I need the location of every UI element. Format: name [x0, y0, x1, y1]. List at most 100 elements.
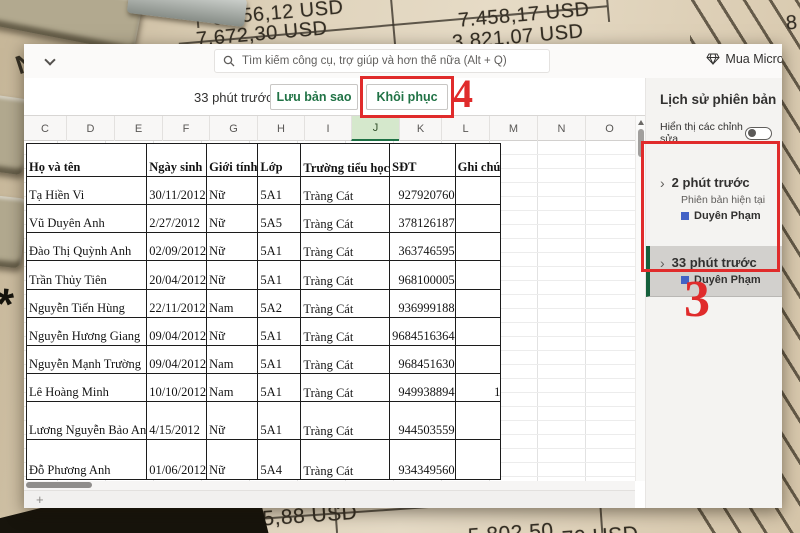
column-header-I[interactable]: I — [304, 116, 351, 141]
table-cell[interactable] — [454, 345, 502, 374]
table-cell[interactable]: Nữ — [206, 260, 259, 290]
table-cell[interactable]: 5A4 — [257, 439, 302, 480]
table-header-cell[interactable]: Ghi chú — [454, 143, 502, 177]
table-cell[interactable]: 5A1 — [257, 401, 302, 440]
chevron-right-icon[interactable]: › — [660, 174, 665, 191]
table-cell[interactable]: 5A1 — [257, 260, 302, 290]
table-cell[interactable] — [454, 260, 502, 290]
table-cell[interactable]: Nam — [206, 345, 259, 374]
table-cell[interactable]: 2/27/2012 — [146, 204, 208, 233]
table-cell[interactable]: Nam — [206, 289, 259, 318]
table-header-cell[interactable]: SĐT — [389, 143, 456, 177]
show-edits-toggle[interactable] — [745, 126, 772, 140]
table-cell[interactable]: Nữ — [206, 232, 259, 261]
table-cell[interactable]: Nữ — [206, 176, 259, 205]
add-sheet-button[interactable]: + — [36, 492, 44, 507]
column-header-H[interactable]: H — [257, 116, 304, 141]
table-cell[interactable]: 378126187 — [389, 204, 456, 233]
vertical-scroll-thumb[interactable] — [638, 129, 644, 157]
table-cell[interactable]: 1 — [454, 373, 502, 402]
table-cell[interactable]: Đào Thị Quỳnh Anh — [25, 232, 148, 261]
table-cell[interactable]: 09/04/2012 — [146, 345, 208, 374]
table-cell[interactable]: 22/11/2012 — [146, 289, 208, 318]
table-cell[interactable]: 09/04/2012 — [146, 317, 208, 346]
chevron-down-icon[interactable] — [46, 56, 54, 64]
table-cell[interactable]: Tràng Cát — [300, 401, 391, 440]
table-cell[interactable]: Nữ — [206, 317, 259, 346]
table-cell[interactable]: Tràng Cát — [300, 260, 391, 290]
table-cell[interactable]: Lê Hoàng Minh — [25, 373, 148, 402]
table-cell[interactable]: 949938894 — [389, 373, 456, 402]
column-header-G[interactable]: G — [209, 116, 257, 141]
table-header-cell[interactable]: Giới tính — [206, 143, 259, 177]
table-cell[interactable]: 363746595 — [389, 232, 456, 261]
column-header-O[interactable]: O — [585, 116, 633, 141]
table-cell[interactable]: Nguyễn Hương Giang — [25, 317, 148, 346]
table-cell[interactable]: 02/09/2012 — [146, 232, 208, 261]
table-cell[interactable]: 5A1 — [257, 345, 302, 374]
version-entry[interactable]: › 33 phút trước Duyên Phạm — [646, 246, 782, 297]
scroll-up-icon[interactable] — [638, 120, 644, 125]
column-header-C[interactable]: C — [41, 122, 49, 135]
save-copy-button[interactable]: Lưu bản sao — [270, 84, 358, 110]
table-header-cell[interactable]: Họ và tên — [25, 143, 148, 177]
table-cell[interactable] — [454, 317, 502, 346]
table-cell[interactable] — [454, 289, 502, 318]
column-header-F[interactable]: F — [162, 116, 209, 141]
horizontal-scroll-thumb[interactable] — [26, 482, 92, 488]
column-header-N[interactable]: N — [537, 116, 585, 141]
table-cell[interactable]: Tràng Cát — [300, 204, 391, 233]
table-header-cell[interactable]: Lớp — [257, 143, 302, 177]
table-cell[interactable] — [454, 176, 502, 205]
table-cell[interactable]: Tạ Hiền Vi — [25, 176, 148, 205]
table-cell[interactable]: Nam — [206, 373, 259, 402]
table-cell[interactable] — [454, 232, 502, 261]
restore-button[interactable]: Khôi phục — [366, 84, 448, 110]
table-cell[interactable]: 5A1 — [257, 176, 302, 205]
table-cell[interactable]: Tràng Cát — [300, 345, 391, 374]
column-header-D[interactable]: D — [66, 116, 114, 141]
table-cell[interactable]: Vũ Duyên Anh — [25, 204, 148, 233]
chevron-right-icon[interactable]: › — [660, 254, 665, 271]
column-header-J[interactable]: J — [351, 116, 399, 141]
table-cell[interactable] — [454, 439, 502, 480]
table-cell[interactable]: Nguyễn Mạnh Trường — [25, 345, 148, 374]
column-header-E[interactable]: E — [114, 116, 162, 141]
vertical-scrollbar[interactable] — [635, 116, 645, 481]
table-header-cell[interactable]: Trường tiểu học — [300, 143, 391, 177]
table-cell[interactable]: 9684516364 — [389, 317, 456, 346]
table-cell[interactable]: 01/06/2012 — [146, 439, 208, 480]
table-cell[interactable]: 5A5 — [257, 204, 302, 233]
table-cell[interactable]: 30/11/2012 — [146, 176, 208, 205]
table-cell[interactable]: 927920760 — [389, 176, 456, 205]
table-cell[interactable]: 968451630 — [389, 345, 456, 374]
table-cell[interactable]: Tràng Cát — [300, 373, 391, 402]
search-input[interactable] — [242, 55, 532, 67]
table-cell[interactable]: Đỗ Phương Anh — [25, 439, 148, 480]
table-cell[interactable]: 5A1 — [257, 317, 302, 346]
table-cell[interactable]: Nữ — [206, 401, 259, 440]
column-header-M[interactable]: M — [489, 116, 537, 141]
table-cell[interactable]: 10/10/2012 — [146, 373, 208, 402]
table-cell[interactable]: 944503559 — [389, 401, 456, 440]
table-cell[interactable]: Lương Nguyễn Bảo An — [25, 401, 148, 440]
table-cell[interactable]: 934349560 — [389, 439, 456, 480]
table-cell[interactable]: Nguyễn Tiến Hùng — [25, 289, 148, 318]
column-header-L[interactable]: L — [441, 116, 489, 141]
table-cell[interactable]: Tràng Cát — [300, 176, 391, 205]
table-cell[interactable]: Tràng Cát — [300, 232, 391, 261]
table-cell[interactable]: 968100005 — [389, 260, 456, 290]
table-cell[interactable]: Tràng Cát — [300, 317, 391, 346]
table-cell[interactable]: Tràng Cát — [300, 289, 391, 318]
table-cell[interactable]: 936999188 — [389, 289, 456, 318]
table-header-cell[interactable]: Ngày sinh — [146, 143, 208, 177]
table-cell[interactable]: 5A1 — [257, 373, 302, 402]
version-entry[interactable]: › 2 phút trước Phiên bản hiện tại Duyên Phạ… — [646, 169, 782, 232]
table-cell[interactable] — [454, 204, 502, 233]
column-header-K[interactable]: K — [399, 116, 441, 141]
table-cell[interactable]: 5A2 — [257, 289, 302, 318]
table-cell[interactable]: Nữ — [206, 204, 259, 233]
table-cell[interactable]: 4/15/2012 — [146, 401, 208, 440]
table-cell[interactable]: Tràng Cát — [300, 439, 391, 480]
table-cell[interactable]: 5A1 — [257, 232, 302, 261]
